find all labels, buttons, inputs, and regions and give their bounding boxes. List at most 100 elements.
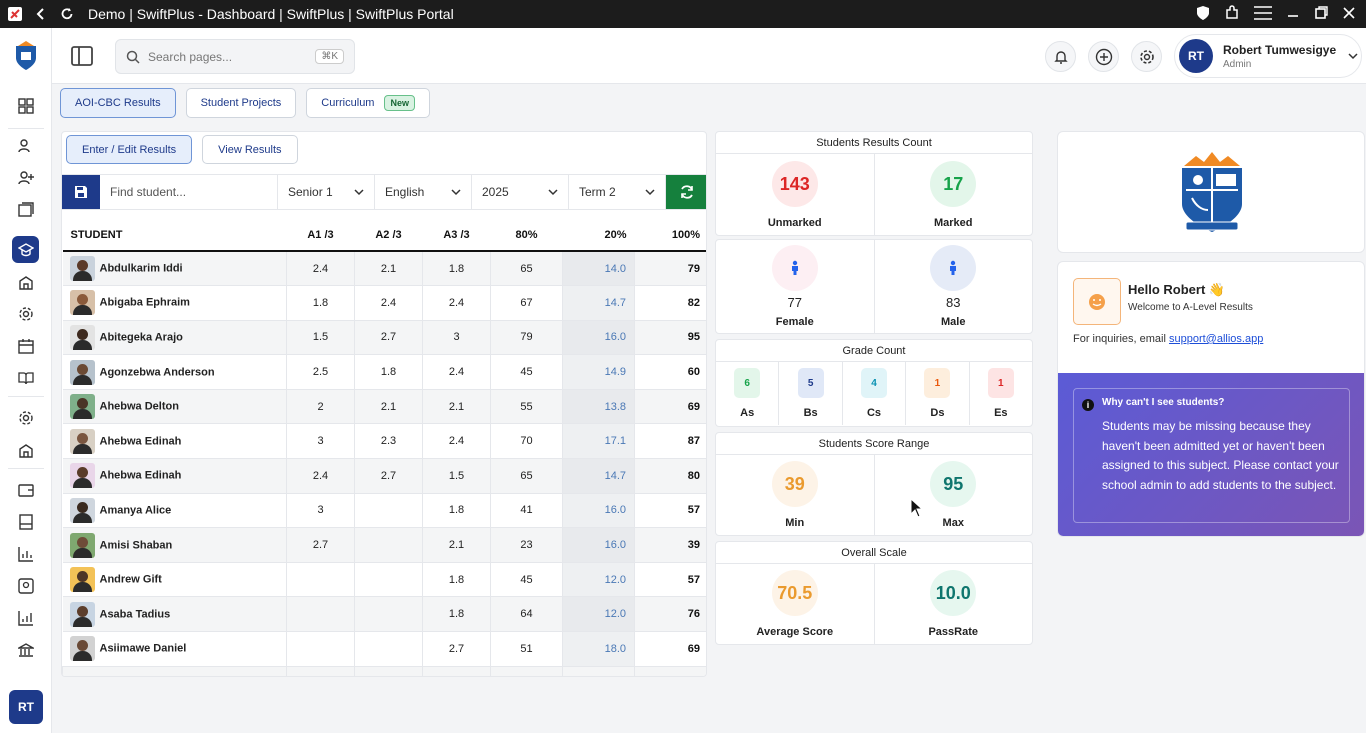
a2-cell[interactable]: [354, 493, 423, 529]
a3-cell[interactable]: 1.8: [422, 251, 491, 287]
chart-icon[interactable]: [16, 544, 36, 564]
a1-cell[interactable]: 2.7: [286, 527, 355, 563]
report-icon[interactable]: [16, 608, 36, 628]
notifications-button[interactable]: [1045, 41, 1076, 72]
total-cell[interactable]: 69: [634, 631, 706, 667]
profile-card-icon[interactable]: [16, 576, 36, 596]
a3-cell[interactable]: 2.1: [422, 527, 491, 563]
a2-cell[interactable]: 2.3: [354, 423, 423, 460]
p20-cell[interactable]: 14.7: [562, 458, 635, 494]
p80-cell[interactable]: 65: [490, 458, 563, 494]
a3-cell[interactable]: 2.7: [422, 631, 491, 667]
book-icon[interactable]: [16, 368, 36, 388]
p80-cell[interactable]: 65: [490, 251, 563, 287]
settings-icon[interactable]: [16, 408, 36, 428]
a3-cell[interactable]: 1.8: [422, 596, 491, 633]
a1-cell[interactable]: 2.4: [286, 251, 355, 287]
settings-icon[interactable]: [16, 304, 36, 324]
a1-cell[interactable]: [286, 562, 355, 598]
a1-cell[interactable]: 3: [286, 493, 355, 529]
gallery-icon[interactable]: [16, 200, 36, 220]
refresh-button[interactable]: [666, 175, 706, 209]
add-user-icon[interactable]: [16, 168, 36, 188]
p80-cell[interactable]: 70: [490, 423, 563, 460]
a3-cell[interactable]: 2.4: [422, 423, 491, 460]
p20-cell[interactable]: 14.9: [562, 354, 635, 390]
a1-cell[interactable]: 3: [286, 423, 355, 460]
bank-icon[interactable]: [16, 640, 36, 660]
a3-cell[interactable]: 2.1: [422, 389, 491, 425]
menu-icon[interactable]: [1254, 5, 1272, 23]
table-row[interactable]: Abitegeka Arajo 1.5 2.7 3 79 16.0 95: [62, 320, 706, 356]
back-icon[interactable]: [28, 7, 54, 21]
total-cell[interactable]: 76: [634, 596, 706, 633]
table-row[interactable]: Ahebwa Edinah 2.4 2.7 1.5 65 14.7 80: [62, 458, 706, 494]
table-row[interactable]: Amanya Alice 3 1.8 41 16.0 57: [62, 493, 706, 529]
table-row[interactable]: Agonzebwa Anderson 2.5 1.8 2.4 45 14.9 60: [62, 354, 706, 390]
table-row[interactable]: Abigaba Ephraim 1.8 2.4 2.4 67 14.7 82: [62, 285, 706, 321]
a2-cell[interactable]: 2.7: [354, 320, 423, 356]
results-icon[interactable]: [12, 236, 39, 263]
a3-cell[interactable]: 1.8: [422, 493, 491, 529]
a3-cell[interactable]: 1.8: [422, 562, 491, 598]
rail-avatar[interactable]: RT: [9, 690, 43, 724]
a2-cell[interactable]: [354, 596, 423, 633]
school-icon[interactable]: [16, 272, 36, 292]
minimize-icon[interactable]: [1286, 6, 1300, 23]
total-cell[interactable]: 39: [634, 527, 706, 563]
p20-cell[interactable]: 14.7: [562, 285, 635, 321]
p80-cell[interactable]: 79: [490, 320, 563, 356]
a1-cell[interactable]: 2.4: [286, 458, 355, 494]
p80-cell[interactable]: 45: [490, 354, 563, 390]
close-icon[interactable]: [1342, 6, 1356, 23]
extensions-icon[interactable]: [1224, 4, 1240, 24]
p20-cell[interactable]: 16.0: [562, 527, 635, 563]
table-row[interactable]: Ahebwa Edinah 3 2.3 2.4 70 17.1 87: [62, 423, 706, 460]
a2-cell[interactable]: 1.8: [354, 354, 423, 390]
a2-cell[interactable]: [354, 527, 423, 563]
ledger-icon[interactable]: [16, 512, 36, 532]
total-cell[interactable]: 69: [634, 389, 706, 425]
enter-edit-results-button[interactable]: Enter / Edit Results: [66, 135, 193, 164]
table-row[interactable]: Andrew Gift 1.8 45 12.0 57: [62, 562, 706, 598]
a2-cell[interactable]: [354, 562, 423, 598]
a3-cell[interactable]: 1.5: [422, 458, 491, 494]
total-cell[interactable]: 60: [634, 354, 706, 390]
p20-cell[interactable]: 18.0: [562, 631, 635, 667]
a1-cell[interactable]: [286, 631, 355, 667]
tab-aoi-cbc-results[interactable]: AOI-CBC Results: [60, 88, 176, 118]
p20-cell[interactable]: 12.0: [562, 596, 635, 633]
a1-cell[interactable]: 1.5: [286, 320, 355, 356]
table-row[interactable]: Ahebwa Delton 2 2.1 2.1 55 13.8 69: [62, 389, 706, 425]
save-button[interactable]: [62, 175, 100, 209]
p80-cell[interactable]: 55: [490, 389, 563, 425]
add-button[interactable]: [1088, 41, 1119, 72]
p20-cell[interactable]: 16.0: [562, 493, 635, 529]
p20-cell[interactable]: 13.8: [562, 389, 635, 425]
p20-cell[interactable]: 17.1: [562, 423, 635, 460]
settings-button[interactable]: [1131, 41, 1162, 72]
total-cell[interactable]: 95: [634, 320, 706, 356]
a3-cell[interactable]: 2.4: [422, 354, 491, 390]
p20-cell[interactable]: 16.0: [562, 320, 635, 356]
table-row[interactable]: Amisi Shaban 2.7 2.1 23 16.0 39: [62, 527, 706, 563]
p80-cell[interactable]: 67: [490, 285, 563, 321]
total-cell[interactable]: 57: [634, 562, 706, 598]
p80-cell[interactable]: 45: [490, 562, 563, 598]
a2-cell[interactable]: 2.1: [354, 389, 423, 425]
table-row[interactable]: Abdulkarim Iddi 2.4 2.1 1.8 65 14.0 79: [62, 251, 706, 287]
p20-cell[interactable]: 14.0: [562, 251, 635, 287]
a3-cell[interactable]: 3: [422, 320, 491, 356]
total-cell[interactable]: 57: [634, 493, 706, 529]
total-cell[interactable]: 82: [634, 285, 706, 321]
dashboard-icon[interactable]: [16, 96, 36, 116]
a1-cell[interactable]: 2: [286, 389, 355, 425]
a1-cell[interactable]: 1.8: [286, 285, 355, 321]
total-cell[interactable]: 79: [634, 251, 706, 287]
subject-select[interactable]: English: [375, 175, 472, 209]
a2-cell[interactable]: [354, 631, 423, 667]
term-select[interactable]: Term 2: [569, 175, 666, 209]
p80-cell[interactable]: 64: [490, 596, 563, 633]
total-cell[interactable]: 80: [634, 458, 706, 494]
p20-cell[interactable]: 12.0: [562, 562, 635, 598]
